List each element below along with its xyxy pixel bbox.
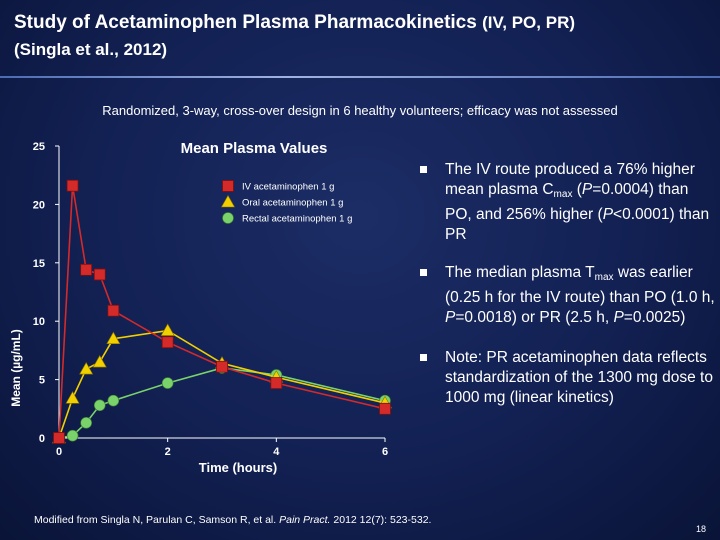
series-iv [53, 179, 391, 444]
data-point-rectal [107, 394, 120, 407]
study-design-text: Randomized, 3-way, cross-over design in … [102, 103, 618, 118]
data-point-rectal [66, 429, 79, 442]
data-point-rectal [80, 417, 92, 429]
series-line-oral [58, 329, 386, 439]
data-point-iv [66, 179, 79, 192]
data-point-oral [65, 391, 80, 404]
legend-label: Oral acetaminophen 1 g [242, 198, 343, 209]
bullet-marker [420, 269, 427, 276]
finding-cmax: The IV route produced a 76% higher mean … [420, 160, 715, 245]
legend-marker-iv [222, 180, 234, 192]
y-tick-label: 25 [33, 141, 45, 153]
legend-label: IV acetaminophen 1 g [242, 182, 334, 193]
data-point-rectal [161, 377, 174, 389]
data-point-iv [93, 268, 106, 281]
data-point-oral [106, 331, 121, 345]
series-line-rectal [58, 367, 386, 439]
x-tick-label: 6 [382, 446, 388, 458]
data-point-iv [379, 402, 391, 415]
finding-tmax: The median plasma Tmax was earlier (0.25… [420, 263, 715, 328]
title-divider [0, 76, 720, 78]
series-oral [51, 323, 393, 444]
x-axis-label: Time (hours) [199, 460, 278, 475]
x-tick-label: 4 [273, 446, 280, 458]
page-number: 18 [696, 524, 707, 534]
data-point-iv [53, 432, 65, 444]
y-tick-label: 5 [39, 375, 45, 387]
data-point-iv [270, 377, 283, 390]
legend-marker-rectal [222, 212, 234, 224]
data-point-oral [79, 361, 94, 375]
data-point-iv [80, 263, 93, 276]
x-tick-label: 2 [165, 446, 171, 458]
y-tick-label: 0 [39, 433, 45, 445]
chart-title: Mean Plasma Values [181, 140, 328, 157]
data-point-oral [92, 354, 107, 368]
data-point-oral [160, 323, 175, 336]
finding-note: Note: PR acetaminophen data reflects sta… [420, 348, 715, 408]
y-tick-label: 20 [33, 199, 45, 211]
data-point-iv [107, 304, 120, 317]
bullet-marker [420, 166, 427, 173]
x-tick-label: 0 [56, 446, 62, 458]
slide-title: Study of Acetaminophen Plasma Pharmacoki… [14, 12, 576, 33]
legend-marker-oral [220, 194, 236, 208]
y-axis-label: Mean (µg/mL) [9, 329, 23, 407]
legend-label: Rectal acetaminophen 1 g [242, 214, 352, 225]
findings-list: The IV route produced a 76% higher mean … [420, 160, 715, 408]
data-point-iv [161, 336, 174, 349]
y-tick-label: 15 [33, 258, 45, 270]
data-point-rectal [93, 399, 106, 412]
slide-subtitle: (Singla et al., 2012) [14, 40, 168, 59]
data-point-iv [216, 360, 228, 373]
y-tick-label: 10 [33, 316, 45, 328]
series-rectal [53, 362, 391, 444]
citation: Modified from Singla N, Parulan C, Samso… [34, 514, 432, 526]
plasma-chart: Mean Plasma Values Mean (µg/mL) Time (ho… [9, 140, 393, 475]
bullet-marker [420, 354, 427, 361]
